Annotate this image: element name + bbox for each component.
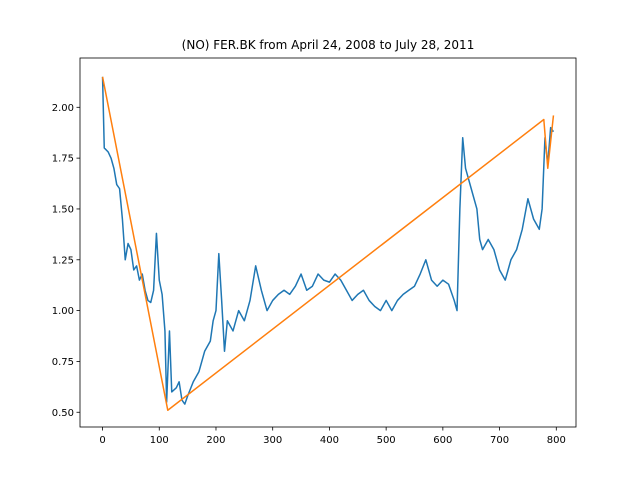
x-tick-label: 800 <box>547 435 566 446</box>
y-tick-label: 1.25 <box>52 255 74 266</box>
y-tick-label: 2.00 <box>52 103 74 114</box>
x-tick-label: 700 <box>490 435 509 446</box>
x-tick-label: 600 <box>433 435 452 446</box>
line-series <box>101 76 555 405</box>
x-tick-label: 100 <box>150 435 169 446</box>
x-tick-label: 0 <box>99 435 105 446</box>
y-tick-label: 1.00 <box>52 306 74 317</box>
x-tick-label: 200 <box>206 435 225 446</box>
y-tick-label: 0.50 <box>52 408 74 419</box>
chart-title: (NO) FER.BK from April 24, 2008 to July … <box>182 38 475 52</box>
y-tick-label: 1.50 <box>52 204 74 215</box>
line-series <box>101 76 555 411</box>
x-tick-label: 500 <box>377 435 396 446</box>
x-tick-label: 400 <box>320 435 339 446</box>
y-tick-label: 1.75 <box>52 154 74 165</box>
y-tick-label: 0.75 <box>52 357 74 368</box>
x-tick-label: 300 <box>263 435 282 446</box>
plot-frame <box>79 57 577 428</box>
